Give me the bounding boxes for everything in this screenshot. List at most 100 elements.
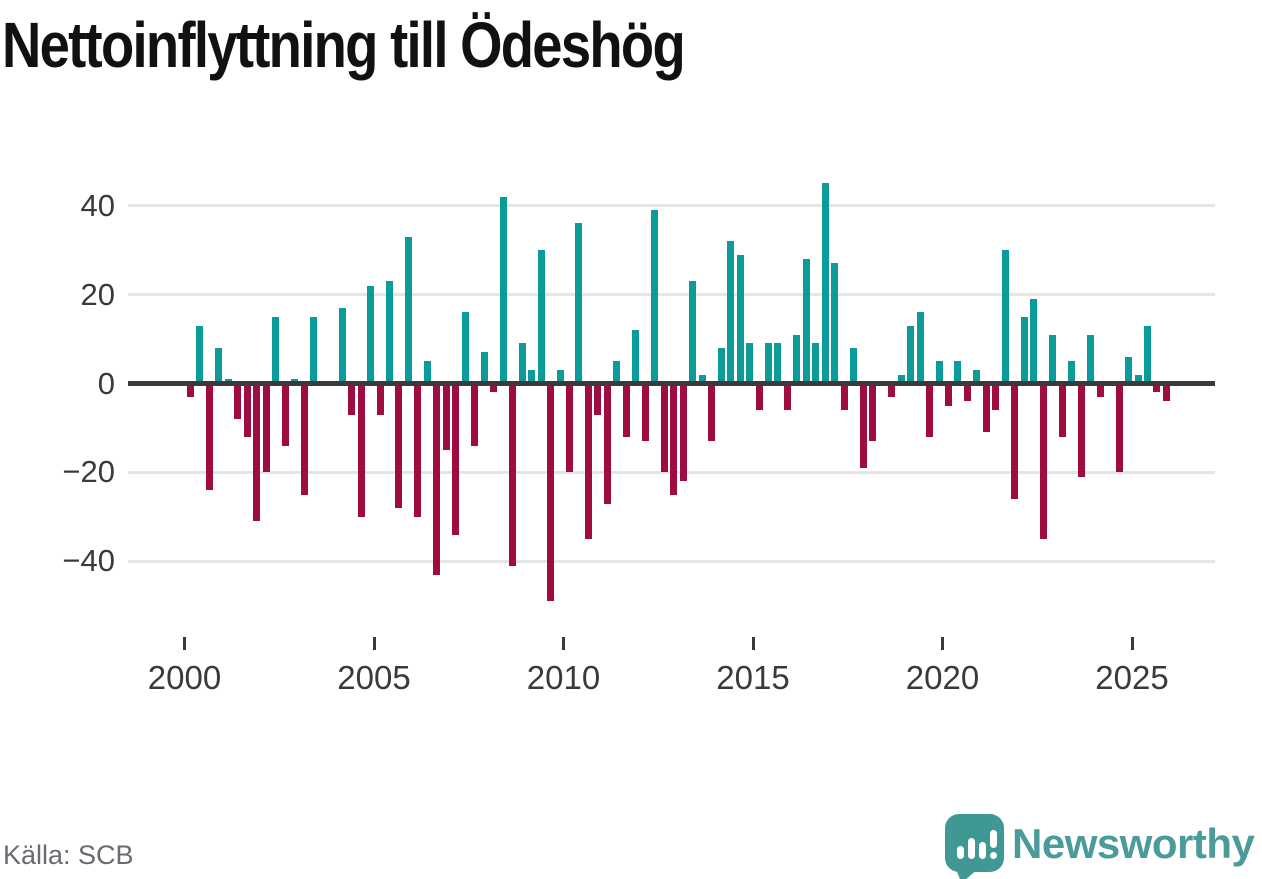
bar-negative — [1162, 383, 1170, 402]
bar-negative — [243, 383, 251, 437]
bar-negative — [963, 383, 971, 402]
bar-negative — [187, 383, 194, 397]
bar-negative — [1077, 383, 1085, 477]
x-axis-label: 2015 — [716, 659, 790, 696]
bar-negative — [1115, 383, 1123, 473]
bar-negative — [1153, 383, 1161, 393]
bar-positive — [404, 236, 412, 384]
bar-negative — [395, 383, 403, 509]
chart-title: Nettoinflyttning till Ödeshög — [2, 9, 686, 81]
bar-positive — [461, 312, 469, 384]
bar-positive — [196, 325, 204, 384]
bar-positive — [821, 183, 829, 384]
y-axis-label: 40 — [80, 187, 115, 223]
x-axis-tick — [941, 637, 944, 650]
newsworthy-logo: Newsworthy — [945, 814, 1260, 879]
bar-positive — [793, 334, 801, 384]
bar-positive — [727, 241, 735, 384]
x-axis-label: 2005 — [337, 659, 411, 696]
bar-positive — [310, 316, 318, 384]
bar-negative — [584, 383, 592, 540]
bar-negative — [622, 383, 630, 437]
bar-positive — [1068, 361, 1076, 384]
bar-negative — [357, 383, 365, 517]
gridline-y-20 — [128, 293, 1215, 297]
exclamation-dot-icon — [990, 852, 997, 859]
bar-negative — [708, 383, 716, 442]
bar-positive — [215, 347, 223, 384]
bar-negative — [452, 383, 460, 535]
bar-negative — [670, 383, 678, 495]
bar-negative — [414, 383, 422, 517]
bar-negative — [679, 383, 687, 482]
bar-positive — [1087, 334, 1095, 384]
bar-positive — [1020, 316, 1028, 384]
gridline-y-40 — [128, 204, 1215, 208]
bar-negative — [442, 383, 450, 451]
bar-positive — [802, 258, 810, 384]
bar-positive — [746, 343, 754, 384]
bar-negative — [281, 383, 289, 446]
bar-positive — [518, 343, 526, 384]
mini-bar-icon — [979, 842, 986, 859]
bar-negative — [982, 383, 990, 433]
bar-negative — [205, 383, 213, 491]
bar-positive — [689, 281, 697, 384]
bar-positive — [1125, 356, 1133, 384]
bar-negative — [471, 383, 479, 446]
bar-positive — [338, 307, 346, 384]
brand-name: Newsworthy — [1012, 820, 1255, 867]
speech-bubble-tail — [956, 869, 978, 879]
bar-negative — [262, 383, 270, 473]
bar-negative — [253, 383, 261, 522]
mini-bar-icon — [968, 838, 975, 859]
bar-positive — [764, 343, 772, 384]
bar-positive — [367, 285, 375, 384]
mini-bar-icon — [957, 846, 964, 859]
bar-positive — [499, 196, 507, 384]
bar-negative — [234, 383, 242, 420]
bar-positive — [954, 361, 962, 384]
bar-negative — [859, 383, 867, 468]
x-axis-tick — [562, 637, 565, 650]
bar-negative — [490, 383, 498, 393]
bar-positive — [272, 316, 280, 384]
bar-positive — [935, 361, 943, 384]
y-axis-label: −20 — [62, 454, 115, 490]
bar-negative — [300, 383, 308, 495]
bar-positive — [385, 281, 393, 384]
exclamation-icon — [990, 830, 997, 848]
x-axis-tick — [1130, 637, 1134, 650]
bar-negative — [1039, 383, 1047, 540]
bar-positive — [1134, 374, 1142, 384]
bar-negative — [547, 383, 555, 602]
x-axis-tick — [372, 637, 376, 650]
bar-negative — [926, 383, 934, 437]
bar-positive — [632, 330, 640, 384]
bar-negative — [888, 383, 896, 397]
bar-positive — [698, 374, 706, 384]
bar-positive — [423, 361, 431, 384]
bar-positive — [812, 343, 820, 384]
source-text: Källa: SCB — [3, 840, 134, 870]
bar-positive — [575, 223, 583, 384]
newsworthy-logo-icon — [945, 814, 1004, 879]
bar-positive — [907, 325, 915, 384]
bar-positive — [1001, 250, 1009, 384]
bar-positive — [528, 370, 536, 384]
y-axis-label: 20 — [80, 276, 115, 312]
bar-negative — [376, 383, 384, 415]
x-axis-tick — [751, 637, 755, 650]
bar-negative — [1096, 383, 1104, 397]
bar-positive — [831, 263, 839, 384]
bar-negative — [945, 383, 952, 406]
gridline-y--40 — [128, 559, 1215, 563]
y-axis-label: 0 — [97, 365, 115, 401]
x-axis-zero-line — [128, 381, 1215, 386]
y-axis-label: −40 — [62, 543, 115, 579]
bar-positive — [717, 347, 725, 384]
bar-negative — [641, 383, 649, 442]
bar-positive — [556, 370, 564, 384]
bar-negative — [1011, 383, 1019, 500]
